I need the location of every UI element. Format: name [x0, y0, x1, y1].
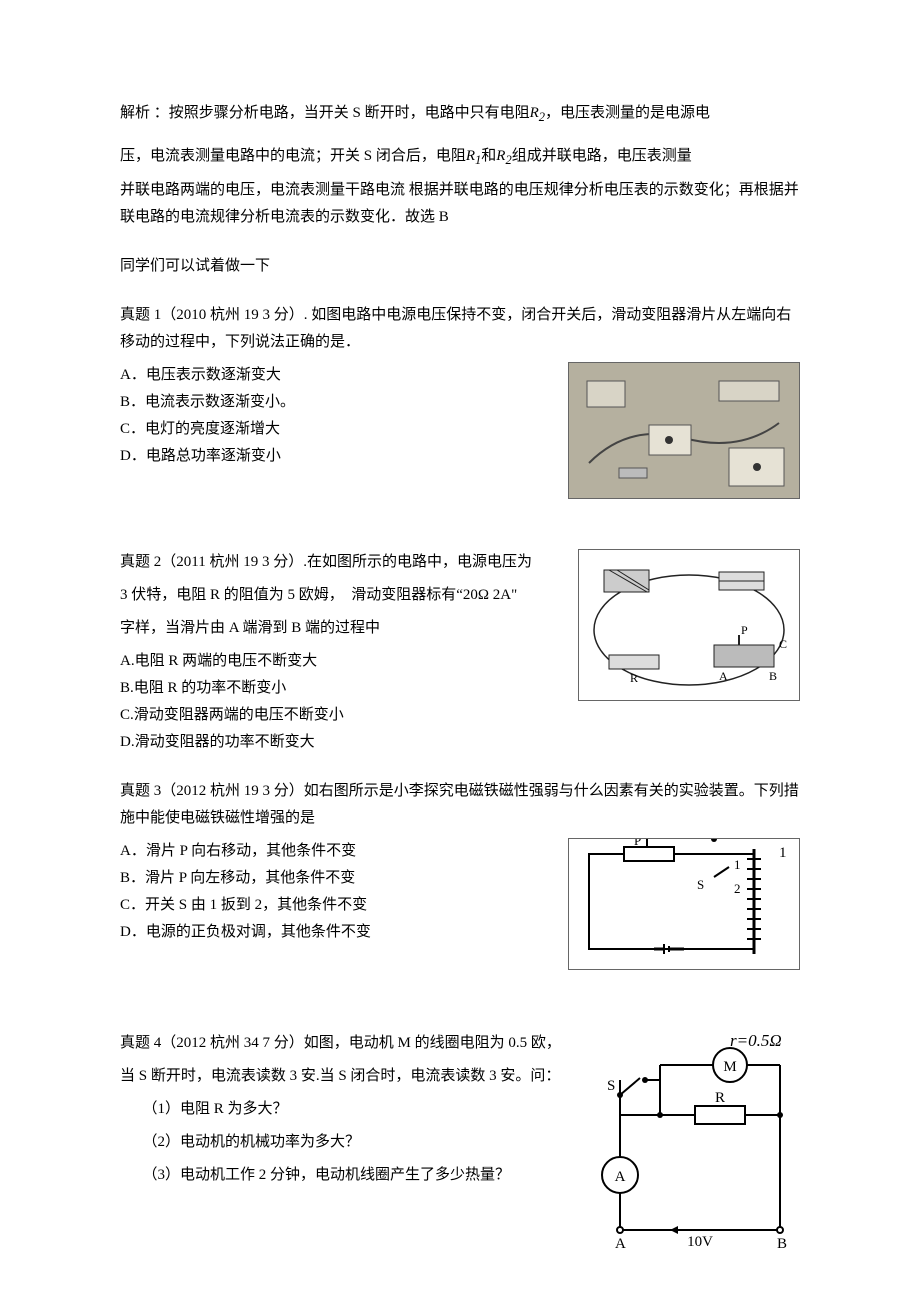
question-3: 真题 3（2012 杭州 19 3 分）如右图所示是小李探究电磁铁磁性强弱与什么…	[120, 778, 800, 970]
circuit-sketch-icon	[569, 363, 799, 498]
text: 组成并联电路，电压表测量	[512, 148, 692, 164]
var-r1: R1	[466, 148, 481, 164]
circuit-sketch-icon: R P A B C	[579, 550, 799, 700]
analysis-p1: 解析 ：按照步骤分析电路，当开关 S 断开时，电路中只有电阻R2，电压表测量的是…	[120, 100, 800, 129]
voltage-label: 10V	[687, 1234, 713, 1250]
text: 解析 ：按照步骤分析电路，当开关 S 断开时，电路中只有电阻	[120, 105, 530, 121]
svg-text:1: 1	[734, 857, 741, 872]
resistor-label: R	[715, 1090, 725, 1106]
switch-label: S	[607, 1078, 615, 1094]
svg-text:C: C	[779, 637, 787, 651]
motor-circuit-icon: r=0.5Ω M S R	[585, 1030, 800, 1250]
terminal-a: A	[615, 1236, 626, 1250]
q2-opt-c: C.滑动变阻器两端的电压不断变小	[120, 702, 800, 729]
q1-figure	[568, 362, 800, 499]
svg-text:P: P	[634, 839, 641, 848]
analysis-p3: 并联电路两端的电压，电流表测量干路电流 根据并联电路的电压规律分析电压表的示数变…	[120, 177, 800, 231]
question-2: R P A B C 真题 2（2011 杭州 19 3 分）.在如图所示的电路中…	[120, 549, 800, 756]
q3-line1: 真题 3（2012 杭州 19 3 分）如右图所示是小李探究电磁铁磁性强弱与什么…	[120, 778, 800, 832]
svg-text:S: S	[697, 877, 704, 892]
svg-text:R: R	[630, 671, 638, 685]
motor-label: M	[723, 1059, 736, 1075]
q4-figure: r=0.5Ω M S R	[585, 1030, 800, 1250]
r-label: r=0.5Ω	[730, 1031, 782, 1050]
svg-text:B: B	[769, 669, 777, 683]
question-4: r=0.5Ω M S R	[120, 1030, 800, 1250]
svg-text:A: A	[719, 669, 728, 683]
terminal-b: B	[777, 1236, 787, 1250]
q1-stem: 真题 1（2010 杭州 19 3 分）. 如图电路中电源电压保持不变，闭合开关…	[120, 302, 800, 356]
analysis-p2: 压，电流表测量电路中的电流；开关 S 闭合后，电阻R1和R2组成并联电路，电压表…	[120, 143, 800, 172]
var-r2: R2	[530, 105, 545, 121]
var-r2b: R2	[496, 148, 511, 164]
q2-opt-d: D.滑动变阻器的功率不断变大	[120, 729, 800, 756]
text: 和	[481, 148, 496, 164]
text: 压，电流表测量电路中的电流；开关 S 闭合后，电阻	[120, 148, 466, 164]
text: ，电压表测量的是电源电	[545, 105, 710, 121]
q3-figure: P S 1 2 1	[568, 838, 800, 970]
q2-figure: R P A B C	[578, 549, 800, 701]
svg-text:2: 2	[734, 881, 741, 896]
svg-text:1: 1	[779, 845, 787, 861]
svg-text:P: P	[741, 623, 748, 637]
electromagnet-circuit-icon: P S 1 2 1	[569, 839, 799, 969]
intro-line: 同学们可以试着做一下	[120, 253, 800, 280]
ammeter-label: A	[615, 1169, 626, 1185]
question-1: 真题 1（2010 杭州 19 3 分）. 如图电路中电源电压保持不变，闭合开关…	[120, 302, 800, 499]
